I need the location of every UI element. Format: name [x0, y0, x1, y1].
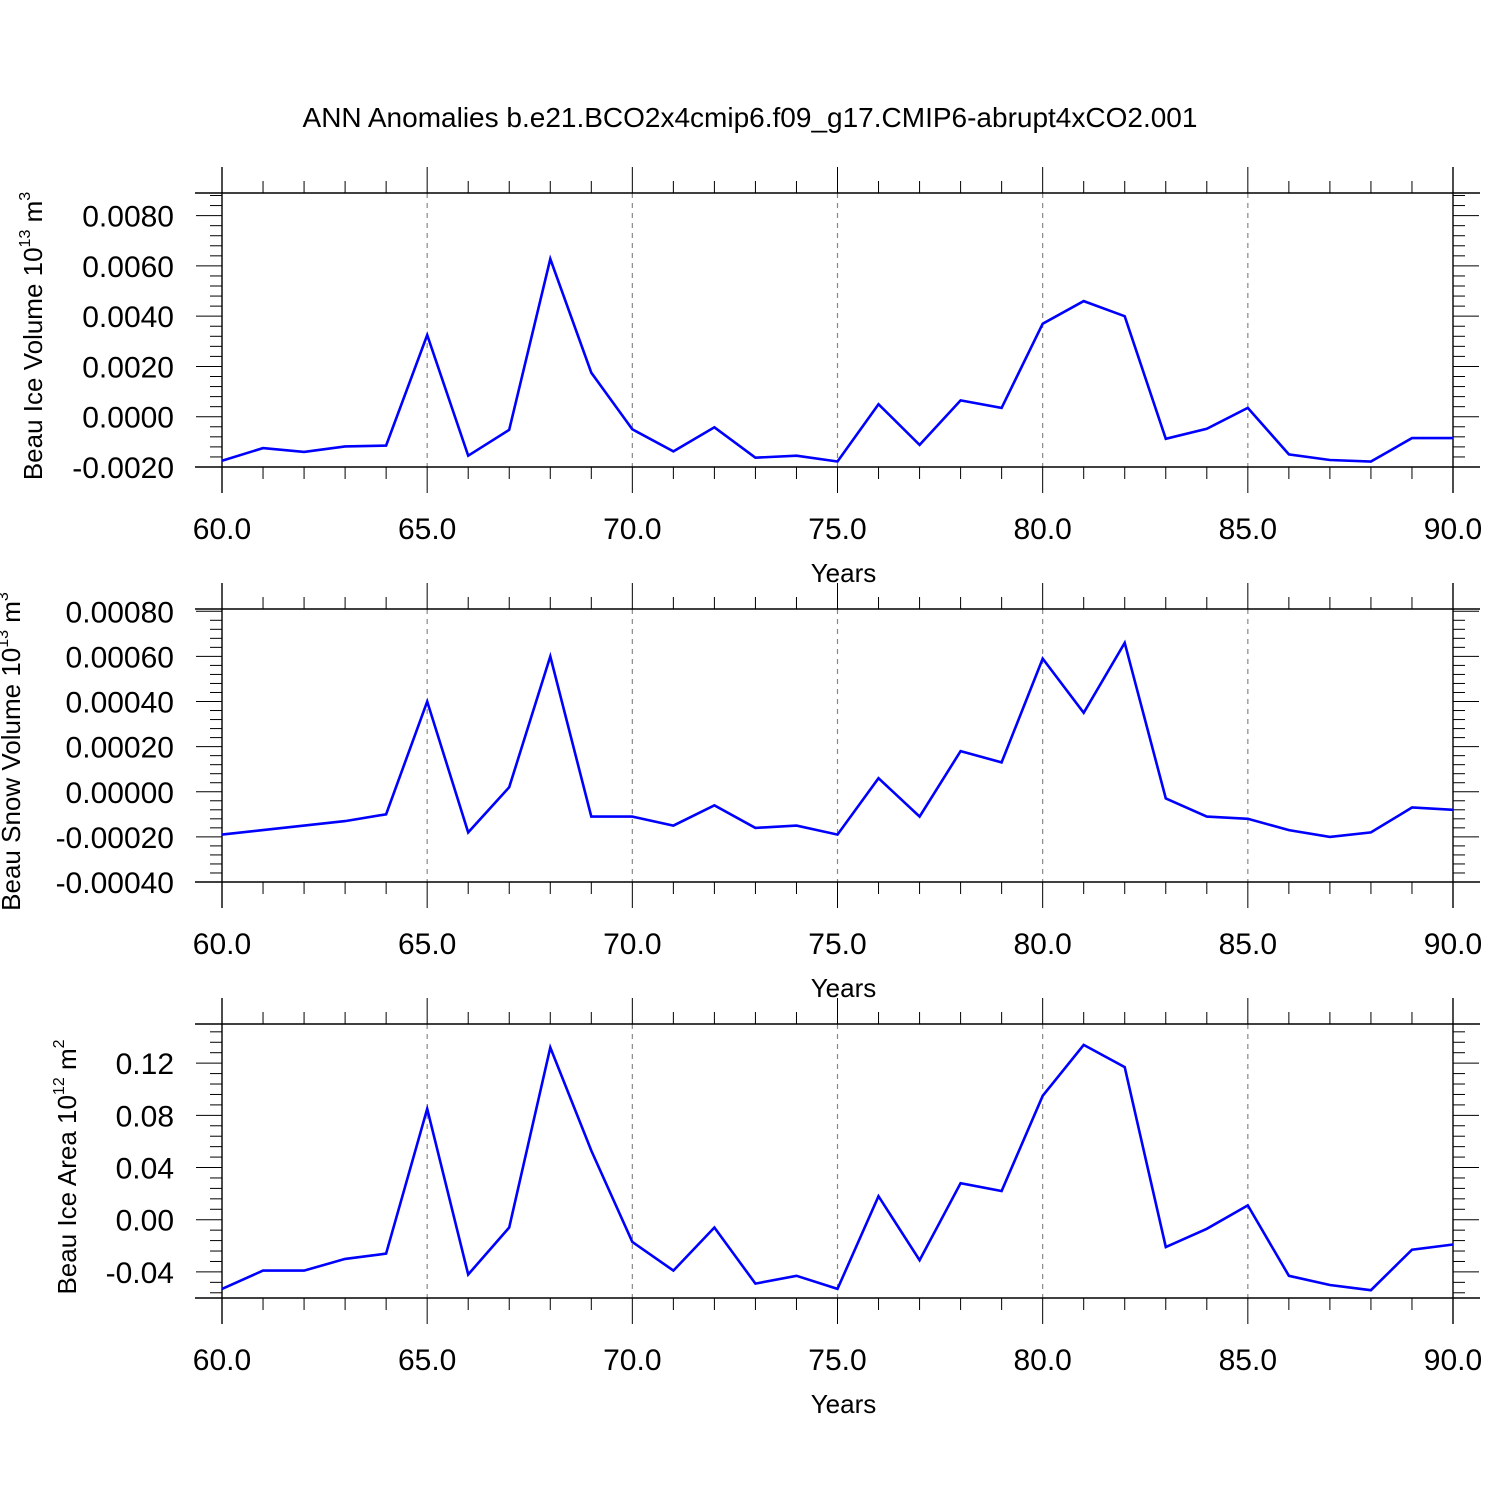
series-line: [221, 1043, 1454, 1292]
y-tick-label: 0.0000: [82, 402, 174, 435]
x-tick-label: 70.0: [603, 1344, 661, 1377]
x-tick-label: 70.0: [603, 928, 661, 961]
y-tick-label: 0.00020: [66, 732, 174, 765]
y-tick-label: 0.0060: [82, 251, 174, 284]
y-tick-label: 0.00040: [66, 687, 174, 720]
snow-volume-panel: 60.0 65.0 70.0 75.0 80.0 85.0 90.0 -0.00040 -0.0…: [0, 583, 1482, 1003]
y-tick-label: -0.00040: [56, 867, 174, 900]
x-tick-label: 90.0: [1424, 513, 1482, 546]
x-tick-label: 75.0: [808, 1344, 866, 1377]
x-tick-label: 90.0: [1424, 928, 1482, 961]
x-tick-label: 90.0: [1424, 1344, 1482, 1377]
series-line: [221, 639, 1454, 839]
y-tick-label: 0.00000: [66, 777, 174, 810]
y-tick-label: 0.0020: [82, 351, 174, 384]
y-axis-label: Beau Ice Volume 1013 m3: [17, 192, 48, 480]
x-tick-label: 60.0: [193, 1344, 251, 1377]
x-axis-label: Years: [811, 558, 877, 588]
x-tick-label: 65.0: [398, 513, 456, 546]
x-axis-label: Years: [811, 1389, 877, 1419]
y-axis-label: Beau Ice Area 1012 m2: [51, 1039, 82, 1294]
series-line: [221, 254, 1453, 463]
x-tick-label: 80.0: [1013, 928, 1071, 961]
y-tick-label: 0.0040: [82, 301, 174, 334]
x-tick-label: 75.0: [808, 513, 866, 546]
y-tick-label: 0.00060: [66, 641, 174, 674]
x-axis-label: Years: [811, 973, 877, 1003]
y-tick-label: -0.04: [106, 1257, 174, 1290]
y-tick-label: 0.04: [116, 1153, 174, 1186]
y-axis-label: Beau Snow Volume 1013 m3: [0, 592, 26, 911]
x-tick-label: 65.0: [398, 928, 456, 961]
ice-area-panel: 60.0 65.0 70.0 75.0 80.0 85.0 90.0 -0.04 0.00 0.0…: [51, 998, 1482, 1419]
y-tick-label: -0.00020: [56, 822, 174, 855]
x-tick-label: 85.0: [1219, 513, 1277, 546]
x-tick-label: 70.0: [603, 513, 661, 546]
y-tick-label: 0.00080: [66, 596, 174, 629]
x-tick-label: 80.0: [1013, 513, 1071, 546]
y-tick-label: 0.00: [116, 1205, 174, 1238]
ice-volume-panel: 60.0 65.0 70.0 75.0 80.0 85.0 90.0 -0.0020 0.000…: [17, 167, 1482, 588]
y-tick-label: 0.08: [116, 1100, 174, 1133]
x-tick-label: 75.0: [808, 928, 866, 961]
y-tick-label: 0.12: [116, 1048, 174, 1081]
x-tick-label: 85.0: [1219, 1344, 1277, 1377]
x-tick-label: 60.0: [193, 513, 251, 546]
x-tick-label: 80.0: [1013, 1344, 1071, 1377]
figure-title: ANN Anomalies b.e21.BCO2x4cmip6.f09_g17.…: [302, 102, 1198, 133]
y-tick-label: 0.0080: [82, 201, 174, 234]
x-tick-label: 65.0: [398, 1344, 456, 1377]
x-tick-label: 60.0: [193, 928, 251, 961]
y-tick-label: -0.0020: [72, 452, 174, 485]
x-tick-label: 85.0: [1219, 928, 1277, 961]
